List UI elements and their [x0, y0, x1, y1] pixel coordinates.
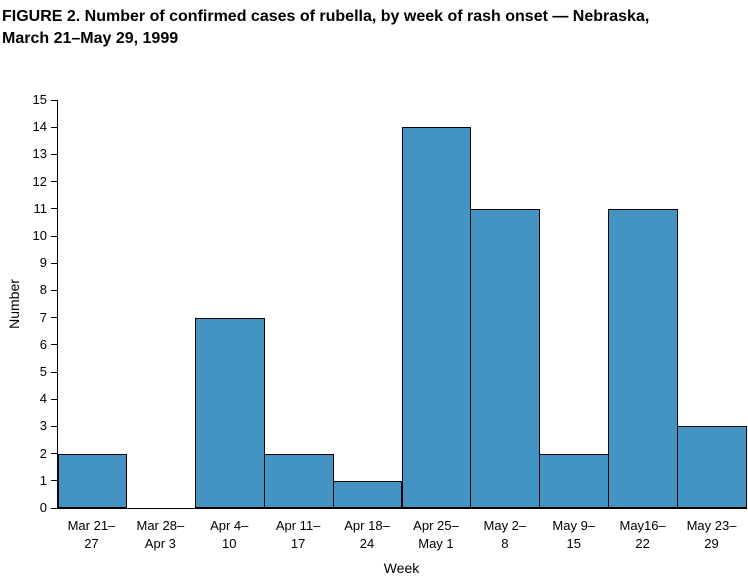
- figure-title-line2: March 21–May 29, 1999: [2, 29, 179, 47]
- y-tick-label: 4: [39, 391, 47, 407]
- y-tick-mark: [51, 344, 57, 346]
- y-tick-mark: [51, 371, 57, 373]
- y-tick-label: 2: [39, 445, 47, 461]
- y-tick-mark: [51, 317, 57, 319]
- bar-Apr11–-17: [263, 453, 334, 508]
- x-tick-label: May 9– 15: [552, 518, 596, 551]
- bar-Apr18–-24: [332, 480, 403, 508]
- y-tick-label: 11: [33, 200, 48, 216]
- x-tick-label: Apr 25– May 1: [413, 518, 459, 551]
- y-tick-label: 10: [32, 228, 47, 243]
- y-tick-mark: [51, 99, 57, 101]
- y-tick-mark: [51, 153, 57, 155]
- figure-title: FIGURE 2. Number of confirmed cases of r…: [2, 6, 748, 49]
- y-tick-label: 14: [32, 119, 47, 135]
- y-tick-label: 8: [39, 282, 47, 298]
- y-tick-label: 9: [39, 255, 47, 271]
- y-tick-mark: [51, 425, 57, 427]
- y-tick-mark: [51, 480, 57, 482]
- bar-May9–-15: [539, 453, 610, 508]
- x-tick-label: Apr 11– 17: [275, 518, 321, 551]
- y-tick-mark: [51, 453, 57, 455]
- y-tick-label: 3: [39, 418, 47, 434]
- y-tick-mark: [51, 398, 57, 400]
- bar-May2–-8: [470, 208, 541, 508]
- y-tick-mark: [51, 181, 57, 183]
- bar-Apr4–-10: [194, 317, 265, 508]
- bar-Apr25–-May1: [401, 127, 472, 508]
- plot-area: [57, 100, 747, 509]
- x-tick-label: May16– 22: [619, 518, 666, 551]
- figure-title-line1: FIGURE 2. Number of confirmed cases of r…: [2, 8, 650, 25]
- bar-Mar21–-27: [58, 453, 127, 508]
- x-tick-label: Mar 21– 27: [67, 518, 116, 551]
- x-tick-label: Apr 18– 24: [344, 518, 390, 551]
- bar-May16–-22: [608, 208, 679, 508]
- y-tick-mark: [51, 289, 57, 291]
- x-tick-label: Mar 28– Apr 3: [136, 518, 185, 551]
- x-axis-label: Week: [383, 560, 420, 576]
- x-tick-label: Apr 4– 10: [210, 518, 249, 551]
- y-tick-label: 12: [32, 173, 47, 189]
- y-tick-mark: [51, 507, 57, 509]
- x-tick-label: May 23– 29: [686, 518, 737, 551]
- y-tick-label: 15: [32, 92, 47, 107]
- y-tick-label: 13: [32, 146, 47, 162]
- bar-May23–-29: [677, 426, 747, 508]
- x-tick-label: May 2– 8: [483, 518, 527, 551]
- y-tick-label: 0: [39, 500, 47, 515]
- y-tick-label: 6: [39, 336, 47, 352]
- y-tick-mark: [51, 208, 57, 210]
- y-tick-mark: [51, 126, 57, 128]
- y-tick-mark: [51, 262, 57, 264]
- y-tick-mark: [51, 235, 57, 237]
- y-tick-label: 1: [39, 472, 47, 488]
- y-tick-label: 7: [39, 309, 47, 325]
- y-tick-label: 5: [39, 364, 47, 379]
